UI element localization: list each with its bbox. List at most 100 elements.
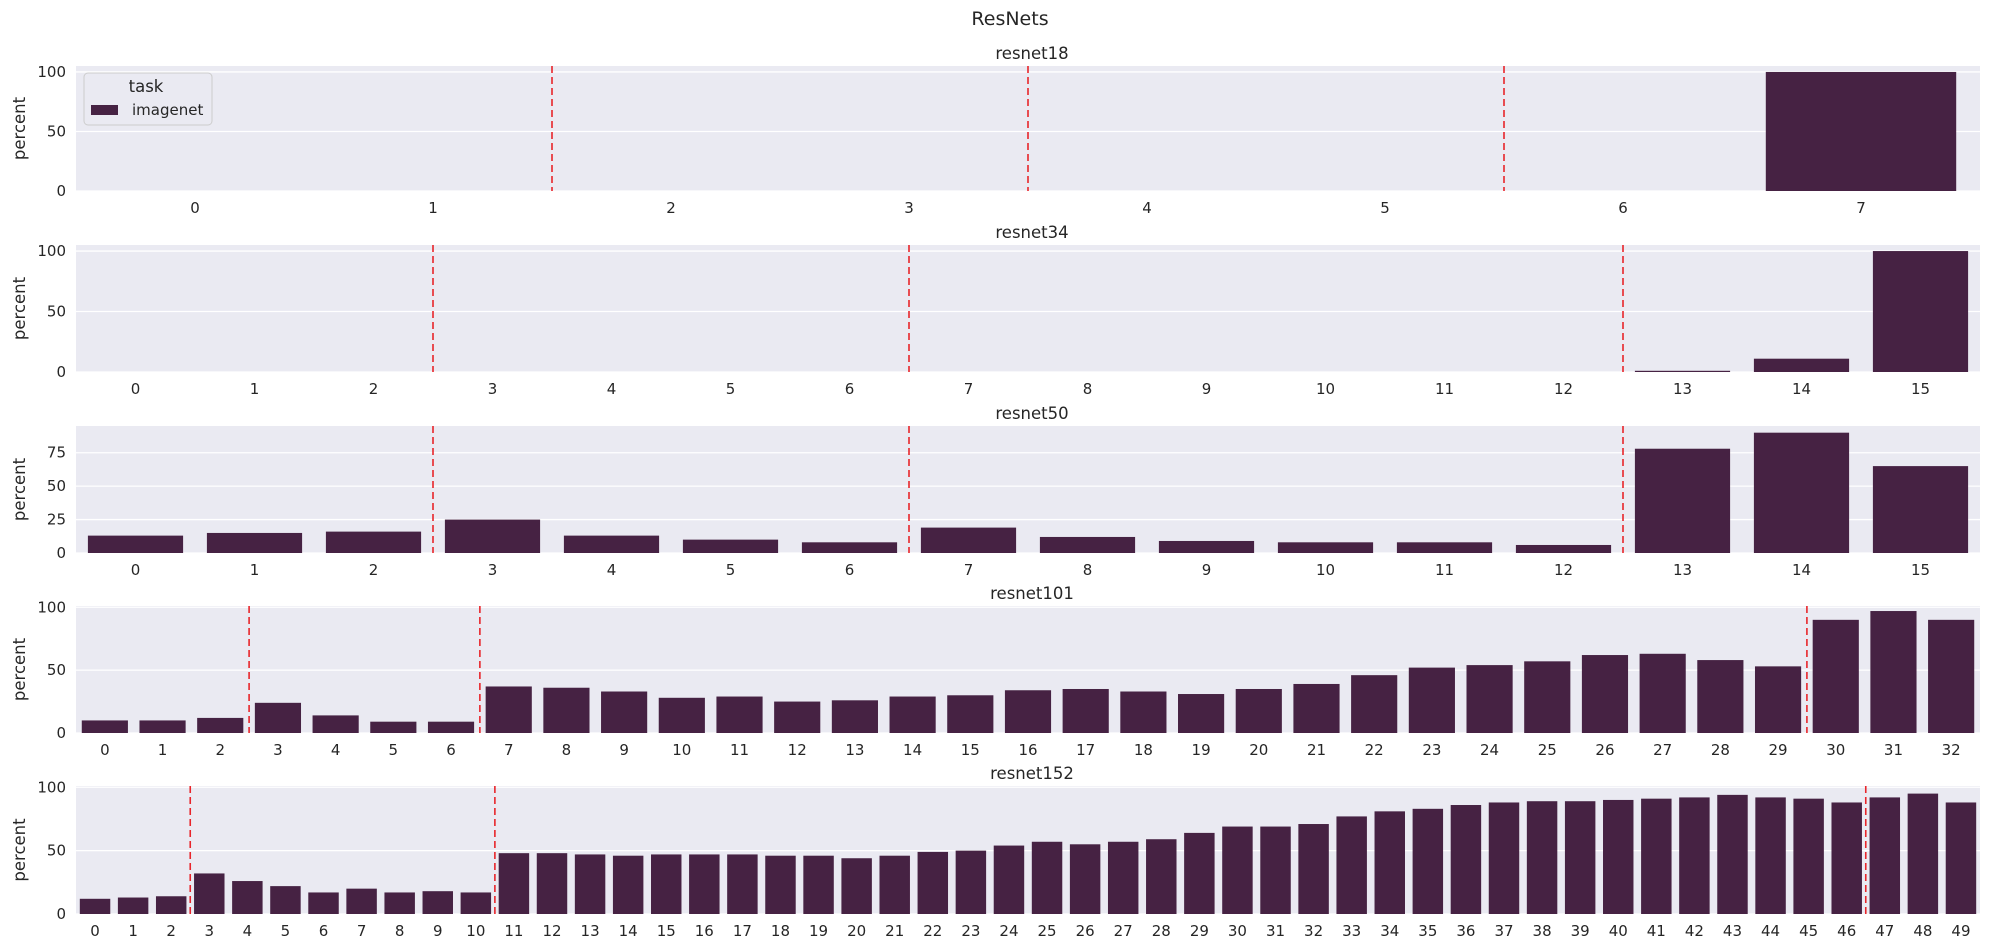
- x-tick-label: 13: [581, 922, 600, 940]
- y-tick-label: 100: [37, 63, 66, 81]
- y-tick-label: 100: [37, 598, 66, 616]
- x-tick-label: 38: [1533, 922, 1552, 940]
- bar: [1697, 660, 1744, 733]
- x-tick-label: 16: [695, 922, 714, 940]
- y-tick-label: 50: [47, 303, 66, 321]
- y-tick-label: 50: [47, 122, 66, 140]
- bar: [1178, 694, 1225, 733]
- x-tick-label: 19: [1192, 741, 1211, 759]
- x-tick-label: 28: [1711, 741, 1730, 759]
- bar: [1753, 432, 1850, 553]
- bar: [254, 702, 302, 733]
- x-tick-label: 26: [1595, 741, 1614, 759]
- bar: [1488, 802, 1520, 914]
- bar: [139, 720, 186, 733]
- x-tick-label: 1: [428, 199, 438, 217]
- x-tick-label: 14: [619, 922, 638, 940]
- x-tick-label: 6: [1618, 199, 1628, 217]
- bar: [87, 535, 184, 553]
- bar: [689, 854, 720, 914]
- x-tick-label: 23: [1422, 741, 1441, 759]
- x-tick-label: 15: [1911, 380, 1930, 398]
- x-tick-label: 29: [1190, 922, 1209, 940]
- bar: [658, 697, 705, 733]
- bar: [1869, 797, 1901, 914]
- x-tick-label: 6: [845, 380, 855, 398]
- x-tick-label: 17: [1076, 741, 1095, 759]
- y-axis-label: percent: [10, 276, 29, 340]
- x-tick-label: 14: [1792, 561, 1811, 579]
- y-tick-label: 100: [37, 242, 66, 260]
- bar: [1945, 802, 1977, 914]
- bar: [308, 892, 339, 914]
- x-tick-label: 9: [1202, 380, 1212, 398]
- x-tick-label: 13: [1673, 561, 1692, 579]
- x-tick-label: 6: [319, 922, 329, 940]
- x-tick-label: 5: [726, 380, 736, 398]
- x-tick-label: 7: [964, 380, 974, 398]
- bar: [1158, 540, 1255, 553]
- panel-title: resnet50: [995, 404, 1068, 423]
- bar: [1069, 844, 1101, 914]
- y-tick-label: 0: [56, 182, 66, 200]
- bar: [1277, 542, 1374, 553]
- y-axis-label: percent: [10, 457, 29, 521]
- bar: [325, 531, 422, 553]
- x-tick-label: 29: [1769, 741, 1788, 759]
- legend: task imagenet: [83, 72, 213, 126]
- x-tick-label: 24: [1480, 741, 1499, 759]
- bar: [197, 717, 244, 733]
- x-tick-label: 4: [607, 380, 617, 398]
- x-tick-label: 28: [1152, 922, 1171, 940]
- bar: [536, 853, 568, 914]
- bar: [1812, 619, 1859, 733]
- x-tick-label: 31: [1884, 741, 1903, 759]
- bar: [1831, 802, 1862, 914]
- bar: [1717, 794, 1748, 914]
- x-tick-label: 2: [369, 561, 379, 579]
- bar: [765, 855, 796, 914]
- panel-resnet18: 0 50 100 0 1 2 3 4 5 6 7 resnet18 percent task imagene…: [10, 44, 1980, 217]
- bar: [1004, 690, 1052, 733]
- x-tick-label: 8: [395, 922, 405, 940]
- bar: [1526, 801, 1558, 914]
- bar: [1408, 667, 1455, 733]
- y-axis-label: percent: [10, 818, 29, 882]
- bar: [563, 535, 660, 553]
- bar: [1235, 688, 1282, 733]
- x-tick-label: 19: [809, 922, 828, 940]
- y-tick-label: 50: [47, 842, 66, 860]
- x-tick-label: 16: [1018, 741, 1037, 759]
- x-tick-label: 37: [1494, 922, 1513, 940]
- bar: [601, 691, 648, 733]
- x-tick-label: 30: [1826, 741, 1845, 759]
- x-tick-label: 1: [250, 380, 260, 398]
- x-tick-label: 8: [562, 741, 572, 759]
- bar: [612, 855, 644, 914]
- x-tick-label: 11: [1435, 380, 1454, 398]
- x-tick-label: 4: [607, 561, 617, 579]
- bar: [1031, 841, 1063, 914]
- bar: [81, 720, 128, 733]
- x-tick-label: 48: [1913, 922, 1932, 940]
- y-tick-label: 0: [56, 724, 66, 742]
- x-tick-label: 12: [1554, 561, 1573, 579]
- x-tick-label: 34: [1380, 922, 1399, 940]
- x-tick-label: 35: [1418, 922, 1437, 940]
- bar: [270, 886, 301, 914]
- bar: [574, 854, 606, 914]
- x-tick-label: 18: [771, 922, 790, 940]
- bar: [1639, 653, 1686, 733]
- bar: [1928, 619, 1975, 733]
- bar: [117, 897, 149, 914]
- bar: [1641, 798, 1672, 914]
- bar: [206, 532, 303, 553]
- x-tick-label: 1: [158, 741, 168, 759]
- bar: [917, 851, 949, 914]
- x-tick-label: 1: [128, 922, 138, 940]
- x-tick-label: 40: [1609, 922, 1628, 940]
